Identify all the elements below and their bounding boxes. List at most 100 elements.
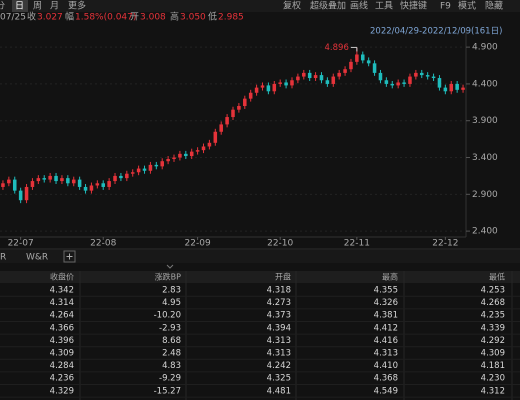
range-label: 2022/04/29-2022/12/09(161日) bbox=[370, 27, 502, 37]
column-header: 最低 bbox=[489, 272, 505, 282]
table-cell: 4.236 bbox=[50, 374, 74, 384]
max-label: 4.896 bbox=[325, 43, 349, 53]
x-tick-label: 22-08 bbox=[90, 239, 116, 249]
table-cell: 4.95 bbox=[162, 298, 181, 308]
candle-body bbox=[461, 87, 465, 90]
period-tab[interactable]: 日 bbox=[15, 1, 24, 12]
quote-label: 收 bbox=[27, 11, 36, 23]
candle-body bbox=[366, 60, 371, 64]
column-header: 开盘 bbox=[275, 272, 291, 282]
candle-body bbox=[207, 142, 212, 147]
column-header: 收盘价 bbox=[50, 272, 74, 282]
candle-body bbox=[166, 158, 170, 162]
tool-button[interactable]: 画线 bbox=[350, 0, 368, 12]
candle-body bbox=[24, 186, 29, 201]
candle-body bbox=[408, 76, 412, 84]
tool-button[interactable]: F9 bbox=[440, 2, 451, 12]
table-cell: 4.396 bbox=[50, 336, 74, 346]
candle-body bbox=[284, 82, 288, 86]
candle-body bbox=[425, 75, 430, 77]
period-tab[interactable]: 月 bbox=[50, 1, 59, 12]
quote-date: 07/25 bbox=[0, 13, 26, 23]
tool-button[interactable]: 超级叠加 bbox=[310, 0, 346, 12]
table-cell: 4.329 bbox=[50, 386, 74, 396]
candle-body bbox=[95, 183, 100, 186]
period-tab[interactable]: 更多 bbox=[68, 0, 86, 12]
add-tab[interactable] bbox=[63, 250, 76, 263]
active-period bbox=[12, 0, 28, 12]
candle-body bbox=[189, 151, 194, 157]
collapse-icon[interactable] bbox=[166, 264, 174, 269]
candle-body bbox=[414, 72, 418, 77]
table-cell: -10.20 bbox=[154, 311, 181, 321]
y-tick-label: 2.400 bbox=[472, 227, 498, 237]
tab[interactable]: R bbox=[0, 253, 6, 263]
candle-body bbox=[302, 72, 306, 77]
candle-body bbox=[355, 54, 359, 62]
table-cell: 4.410 bbox=[374, 361, 398, 371]
candle-body bbox=[384, 80, 389, 84]
y-tick-label: 3.900 bbox=[472, 116, 498, 126]
period-tab[interactable]: 分 bbox=[0, 1, 5, 12]
candle-body bbox=[195, 150, 200, 152]
candle-body bbox=[30, 181, 35, 187]
table-cell: 4.313 bbox=[374, 349, 398, 359]
tool-button[interactable]: 模式 bbox=[458, 0, 476, 12]
candle-body bbox=[89, 185, 94, 191]
candle-body bbox=[431, 76, 436, 79]
add-tab-icon bbox=[66, 253, 73, 260]
tool-button[interactable]: 复权 bbox=[283, 0, 301, 12]
candle-body bbox=[331, 76, 336, 84]
table-cell: 4.284 bbox=[50, 361, 74, 371]
toolbar-bg bbox=[0, 0, 520, 12]
table-cell: 4.342 bbox=[50, 286, 74, 296]
tool-button[interactable]: 工具 bbox=[375, 1, 393, 12]
x-tick-label: 22-11 bbox=[344, 239, 370, 249]
candle-body bbox=[266, 85, 271, 92]
table-cell: 4.481 bbox=[267, 386, 291, 396]
period-tab[interactable]: 周 bbox=[33, 1, 42, 12]
candle-body bbox=[160, 161, 164, 167]
candle-body bbox=[142, 168, 147, 171]
candle-body bbox=[172, 157, 176, 159]
y-tick-label: 3.400 bbox=[472, 153, 498, 163]
table-cell: 4.394 bbox=[267, 323, 291, 333]
table-cell: -15.27 bbox=[154, 386, 181, 396]
candle-body bbox=[201, 146, 206, 151]
x-tick-label: 22-12 bbox=[432, 239, 458, 249]
x-tick-label: 22-07 bbox=[8, 239, 34, 249]
candle-body bbox=[243, 98, 247, 107]
table-cell: -2.93 bbox=[159, 323, 181, 333]
candle-body bbox=[237, 106, 241, 110]
quote-label: 开 bbox=[130, 12, 139, 23]
tab[interactable]: W&R bbox=[26, 253, 48, 263]
y-tick-label: 2.900 bbox=[472, 190, 498, 200]
candle-body bbox=[219, 124, 223, 132]
table-cell: 4.326 bbox=[374, 298, 398, 308]
candle-body bbox=[148, 164, 153, 171]
table-cell: 4.412 bbox=[374, 323, 398, 333]
table-cell: 2.83 bbox=[162, 286, 181, 296]
quote-value: 3.008 bbox=[140, 13, 166, 23]
table-cell: 4.373 bbox=[267, 311, 291, 321]
table-cell: 4.273 bbox=[267, 298, 291, 308]
candle-body bbox=[443, 87, 448, 92]
candle-body bbox=[60, 178, 64, 182]
tool-button[interactable]: 快捷键 bbox=[400, 0, 427, 12]
y-tick-label: 4.900 bbox=[472, 43, 498, 53]
candle-body bbox=[455, 83, 459, 90]
candle-body bbox=[343, 69, 347, 73]
table-cell: 4.314 bbox=[50, 298, 74, 308]
table-cell: 4.381 bbox=[374, 311, 398, 321]
candle-body bbox=[48, 175, 52, 180]
quote-value: 3.027 bbox=[37, 13, 63, 23]
candle-body bbox=[290, 80, 294, 86]
table-cell: 4.253 bbox=[481, 286, 505, 296]
candle-body bbox=[254, 87, 259, 93]
candle-body bbox=[437, 78, 442, 88]
tool-button[interactable]: 隐藏 bbox=[485, 0, 503, 12]
candle-body bbox=[119, 175, 123, 179]
table-cell: 4.292 bbox=[481, 336, 505, 346]
table-cell: 4.309 bbox=[481, 349, 505, 359]
